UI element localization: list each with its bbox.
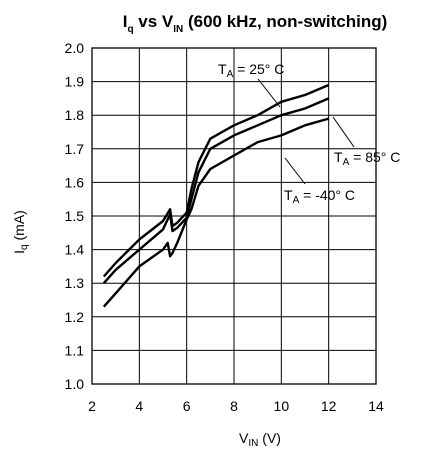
x-tick-label: 2 — [88, 398, 96, 414]
y-tick-label: 1.9 — [65, 74, 85, 90]
series-line-2 — [102, 97, 330, 284]
chart-title: Iq vs VIN (600 kHz, non-switching) — [123, 12, 388, 35]
x-axis-ticks: 2 4 6 8 10 12 14 — [88, 398, 384, 414]
annotation-leader--40 — [284, 157, 306, 185]
x-axis-label-rest: (V) — [258, 430, 281, 446]
y-axis-label-rest: (mA) — [11, 210, 27, 244]
annotation-sub: A — [293, 195, 300, 206]
annotations: TA = 25° CTA = 85° CTA = -40° C — [218, 61, 400, 206]
series-line-1 — [102, 83, 330, 278]
y-tick-label: 1.6 — [65, 174, 85, 190]
annotation-rest: = 85° C — [349, 149, 400, 165]
annotation-rest: = 25° C — [233, 61, 284, 77]
annotation-leader-85 — [332, 116, 355, 148]
y-tick-label: 1.5 — [65, 208, 85, 224]
annotation-sub: A — [227, 69, 234, 80]
plot-frame — [91, 47, 377, 385]
title-mid-sub: IN — [173, 24, 183, 35]
x-axis-label-sub: IN — [248, 438, 258, 449]
title-rest: (600 kHz, non-switching) — [183, 12, 387, 31]
y-tick-label: 1.7 — [65, 141, 85, 157]
y-tick-label: 1.1 — [65, 342, 85, 358]
y-axis-label: Iq (mA) — [11, 210, 30, 254]
y-tick-label: 1.2 — [65, 309, 85, 325]
annotation-t: T — [284, 187, 293, 203]
x-tick-label: 14 — [368, 398, 384, 414]
y-tick-label: 1.0 — [65, 376, 85, 392]
annotation-label-85: TA = 85° C — [334, 149, 400, 168]
grid — [92, 48, 376, 384]
x-tick-label: 6 — [183, 398, 191, 414]
annotation-label--40: TA = -40° C — [284, 187, 355, 206]
title-main-sub: q — [127, 24, 133, 35]
annotation-leader-25 — [257, 78, 281, 108]
y-tick-label: 1.3 — [65, 275, 85, 291]
y-axis-label-main: I — [11, 250, 27, 254]
x-tick-label: 4 — [135, 398, 143, 414]
title-main: I — [123, 12, 128, 31]
x-axis-label-main: V — [239, 430, 249, 446]
y-tick-label: 1.8 — [65, 107, 85, 123]
x-tick-label: 8 — [230, 398, 238, 414]
annotation-rest: = -40° C — [299, 187, 355, 203]
x-tick-label: 10 — [274, 398, 290, 414]
annotation-t: T — [334, 149, 343, 165]
y-tick-label: 2.0 — [65, 40, 85, 56]
annotation-t: T — [218, 61, 227, 77]
series-lines — [102, 83, 330, 308]
x-tick-label: 12 — [321, 398, 337, 414]
title-mid: vs V — [134, 12, 174, 31]
y-axis-ticks: 1.0 1.1 1.2 1.3 1.4 1.5 1.6 1.7 1.8 1.9 2.0 — [65, 40, 85, 392]
series-line-3 — [102, 117, 330, 308]
x-axis-label: VIN (V) — [239, 430, 281, 449]
annotation-label-25: TA = 25° C — [218, 61, 284, 80]
y-tick-label: 1.4 — [65, 242, 85, 258]
y-axis-label-sub: q — [19, 244, 30, 250]
annotation-sub: A — [343, 157, 350, 168]
